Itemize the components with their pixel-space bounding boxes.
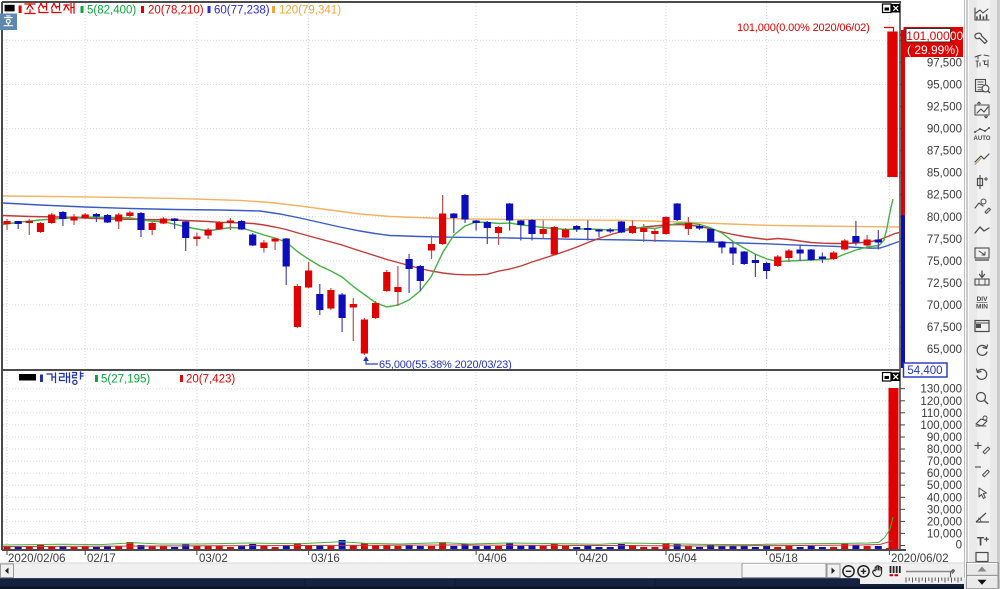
svg-text:65,000: 65,000 <box>927 344 962 356</box>
svg-text:130,000: 130,000 <box>920 384 962 396</box>
svg-text:100,000: 100,000 <box>920 420 962 432</box>
svg-text:05/18: 05/18 <box>769 553 798 565</box>
svg-text:2020/06/02: 2020/06/02 <box>891 553 949 565</box>
svg-text:80,000: 80,000 <box>927 444 962 456</box>
svg-text:03/02: 03/02 <box>199 553 228 565</box>
svg-text:110,000: 110,000 <box>921 408 962 420</box>
svg-text:60(77,238): 60(77,238) <box>214 5 270 17</box>
svg-text:77,500: 77,500 <box>927 234 962 246</box>
svg-text:00: 00 <box>950 29 964 43</box>
svg-text:04/06: 04/06 <box>478 553 507 565</box>
svg-text:92,500: 92,500 <box>927 102 962 114</box>
svg-text:04/20: 04/20 <box>579 553 608 565</box>
svg-text:70,000: 70,000 <box>927 300 962 312</box>
svg-text:2020/02/06: 2020/02/06 <box>8 553 66 565</box>
svg-text:72,500: 72,500 <box>927 278 962 290</box>
svg-text:DIV: DIV <box>977 296 989 303</box>
svg-text:20(78,210): 20(78,210) <box>148 5 204 17</box>
svg-text:101,000: 101,000 <box>906 29 950 43</box>
svg-text:03/16: 03/16 <box>311 553 340 565</box>
svg-text:97,500: 97,500 <box>927 57 962 69</box>
svg-text:0: 0 <box>956 540 962 552</box>
svg-text:5(27,195): 5(27,195) <box>101 374 150 386</box>
svg-text:70,000: 70,000 <box>927 456 962 468</box>
svg-text:90,000: 90,000 <box>927 432 962 444</box>
svg-text:AUTO: AUTO <box>974 136 991 142</box>
svg-text:90,000: 90,000 <box>927 124 962 136</box>
svg-text:65,000(55.38% 2020/03/23): 65,000(55.38% 2020/03/23) <box>379 359 512 371</box>
svg-text:20,000: 20,000 <box>927 516 962 528</box>
svg-text:40,000: 40,000 <box>927 492 962 504</box>
svg-text:20(7,423): 20(7,423) <box>186 374 235 386</box>
svg-text:02/17: 02/17 <box>87 553 116 565</box>
svg-text:30,000: 30,000 <box>927 504 962 516</box>
svg-text:120,000: 120,000 <box>920 396 962 408</box>
svg-text:50,000: 50,000 <box>927 480 962 492</box>
svg-text:05/04: 05/04 <box>668 553 697 565</box>
svg-text:80,000: 80,000 <box>927 212 962 224</box>
svg-text:82,500: 82,500 <box>927 190 962 202</box>
svg-text:5(82,400): 5(82,400) <box>87 5 136 17</box>
svg-text:75,000: 75,000 <box>927 256 962 268</box>
svg-text:67,500: 67,500 <box>927 322 962 334</box>
svg-text:10,000: 10,000 <box>927 528 962 540</box>
svg-text:101,000(0.00% 2020/06/02): 101,000(0.00% 2020/06/02) <box>737 22 870 34</box>
svg-text:MIN: MIN <box>976 304 988 311</box>
svg-text:( 29.99%): ( 29.99%) <box>907 43 959 57</box>
svg-text:85,000: 85,000 <box>927 168 962 180</box>
svg-text:87,500: 87,500 <box>927 146 962 158</box>
svg-text:95,000: 95,000 <box>927 80 962 92</box>
svg-text:60,000: 60,000 <box>927 468 962 480</box>
svg-text:120(79,341): 120(79,341) <box>279 5 341 17</box>
svg-text:T: T <box>977 535 985 549</box>
svg-text:54,400: 54,400 <box>907 365 942 377</box>
